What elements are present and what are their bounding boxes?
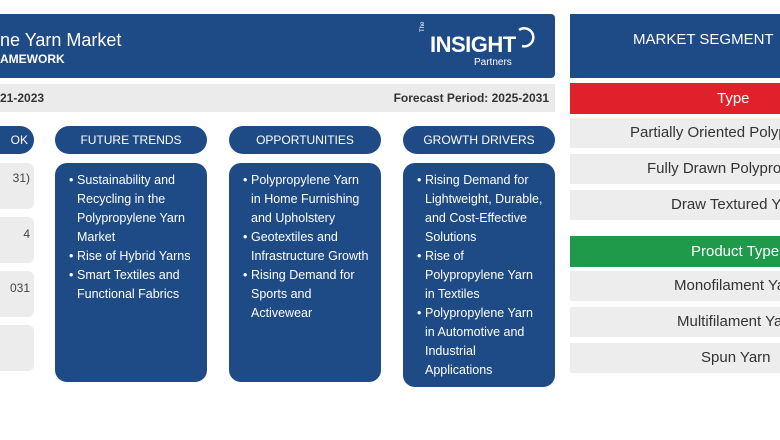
opportunities-label: OPPORTUNITIES — [256, 133, 354, 147]
outlook-box-2-text: 4 — [23, 227, 30, 241]
historical-period: 21-2023 — [0, 91, 45, 105]
outlook-box-4 — [0, 325, 34, 371]
outlook-header: OK — [0, 126, 34, 154]
list-item: Rise of Polypropylene Yarn in Textiles — [417, 247, 545, 304]
logo-the-text: The — [420, 21, 426, 32]
category-product-type-bg — [570, 236, 780, 267]
growth-drivers-header: GROWTH DRIVERS — [403, 126, 555, 154]
segment-item: Draw Textured Ya — [570, 190, 780, 220]
segmentation-header: MARKET SEGMENT — [570, 14, 780, 78]
page-subtitle: AMEWORK — [0, 52, 65, 66]
period-strip — [0, 84, 555, 112]
outlook-box-1-text: 31) — [12, 171, 30, 185]
outlook-box-2: 4 — [0, 217, 34, 263]
logo-partners-text: Partners — [474, 57, 512, 68]
segment-item: Spun Yarn — [570, 343, 780, 373]
category-type-bg — [570, 83, 780, 114]
outlook-header-label: OK — [10, 133, 28, 147]
logo-arc-icon — [518, 27, 535, 48]
forecast-period: Forecast Period: 2025-2031 — [393, 91, 549, 105]
opportunities-card: Polypropylene Yarn in Home Furnishing an… — [229, 163, 381, 382]
page-title: ne Yarn Market — [0, 30, 122, 50]
segment-item: Fully Drawn Polyprop — [570, 154, 780, 184]
outlook-box-1: 31) — [0, 163, 34, 209]
list-item: Rise of Hybrid Yarns — [69, 247, 197, 266]
logo-name-text: INSIGHT — [430, 32, 516, 57]
list-item: Polypropylene Yarn in Automotive and Ind… — [417, 304, 545, 380]
header-banner — [0, 14, 555, 78]
future-trends-card: Sustainability and Recycling in the Poly… — [55, 163, 207, 382]
outlook-box-3: 031 — [0, 271, 34, 317]
list-item: Rising Demand for Lightweight, Durable, … — [417, 171, 545, 247]
growth-drivers-label: GROWTH DRIVERS — [423, 133, 535, 147]
list-item: Polypropylene Yarn in Home Furnishing an… — [243, 171, 371, 228]
category-product-type-label: Product Type — [691, 243, 780, 260]
list-item: Smart Textiles and Functional Fabrics — [69, 266, 197, 304]
segment-item: Monofilament Ya — [570, 271, 780, 301]
future-trends-header: FUTURE TRENDS — [55, 126, 207, 154]
growth-drivers-card: Rising Demand for Lightweight, Durable, … — [403, 163, 555, 387]
list-item: Geotextiles and Infrastructure Growth — [243, 228, 371, 266]
category-type-label: Type — [717, 90, 750, 107]
future-trends-label: FUTURE TRENDS — [80, 133, 182, 147]
outlook-box-3-text: 031 — [9, 281, 30, 295]
list-item: Rising Demand for Sports and Activewear — [243, 266, 371, 323]
opportunities-header: OPPORTUNITIES — [229, 126, 381, 154]
segment-item: Partially Oriented Polyp — [570, 118, 780, 148]
insight-partners-logo: The INSIGHT Partners — [420, 22, 540, 70]
list-item: Sustainability and Recycling in the Poly… — [69, 171, 197, 247]
segment-item: Multifilament Ya — [570, 307, 780, 337]
